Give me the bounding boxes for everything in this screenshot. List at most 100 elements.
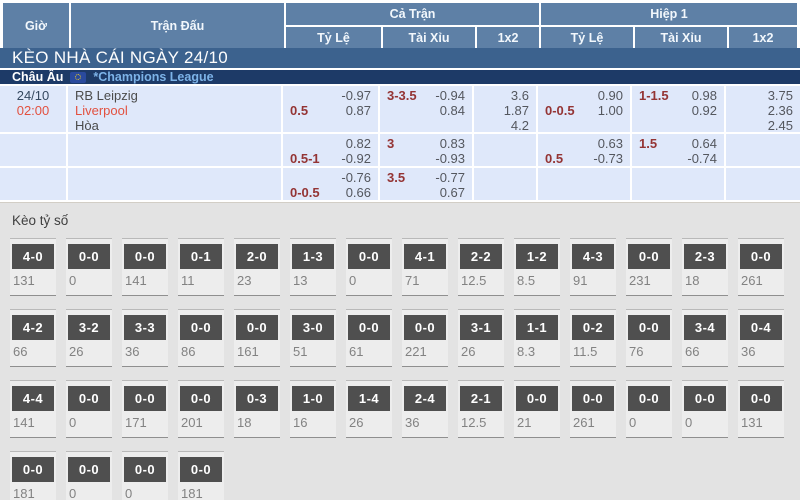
score-cell[interactable]: 0-0 141 [122, 238, 168, 296]
score-label: 2-1 [460, 386, 502, 411]
full-1x2-odds [474, 134, 536, 166]
empty-time-cell [0, 168, 66, 200]
score-cell[interactable]: 4-1 71 [402, 238, 448, 296]
score-label: 1-4 [348, 386, 390, 411]
handicap-line: 0.5 [290, 103, 309, 118]
full-handicap-odds[interactable]: -0.97 0.5 0.87 [283, 86, 378, 132]
score-cell[interactable]: 0-0 0 [626, 380, 672, 438]
score-cell[interactable]: 0-0 221 [402, 309, 448, 367]
score-cell[interactable]: 0-0 0 [66, 380, 112, 438]
half-overunder-odds[interactable]: 1-1.5 0.98 0.92 [632, 86, 724, 132]
score-row: 4-0 131 0-0 0 0-0 141 0-1 11 2-0 23 1-3 13 0-0 0 4-1 71… [10, 238, 800, 296]
full-overunder-odds[interactable]: 3 0.83 -0.93 [380, 134, 472, 166]
score-label: 2-3 [684, 244, 726, 269]
score-cell[interactable]: 2-2 12.5 [458, 238, 504, 296]
score-cell[interactable]: 1-1 8.3 [514, 309, 560, 367]
odds-value: -0.94 [435, 88, 465, 103]
score-cell[interactable]: 0-2 11.5 [570, 309, 616, 367]
score-cell[interactable]: 3-0 51 [290, 309, 336, 367]
full-1x2-odds[interactable]: 3.6 1.87 4.2 [474, 86, 536, 133]
score-cell[interactable]: 0-0 181 [178, 451, 224, 500]
score-cell[interactable]: 0-0 0 [122, 451, 168, 500]
full-overunder-odds[interactable]: 3-3.5 -0.94 0.84 [380, 86, 472, 132]
score-cell[interactable]: 4-0 131 [10, 238, 56, 296]
half-1x2-odds [726, 168, 800, 200]
score-cell[interactable]: 0-0 0 [346, 238, 392, 296]
score-cell[interactable]: 3-3 36 [122, 309, 168, 367]
score-cell[interactable]: 3-1 26 [458, 309, 504, 367]
score-cell[interactable]: 1-4 26 [346, 380, 392, 438]
score-cell[interactable]: 1-0 16 [290, 380, 336, 438]
half-overunder-odds[interactable]: 1.5 0.64 -0.74 [632, 134, 724, 166]
score-cell[interactable]: 0-0 201 [178, 380, 224, 438]
score-cell[interactable]: 4-3 91 [570, 238, 616, 296]
score-label: 1-3 [292, 244, 334, 269]
full-overunder-odds[interactable]: 3.5 -0.77 0.67 [380, 168, 472, 200]
odds-value: 0.63 [597, 136, 623, 151]
away-team[interactable]: Liverpool [75, 103, 128, 118]
full-handicap-odds[interactable]: -0.76 0-0.5 0.66 [283, 168, 378, 200]
score-cell[interactable]: 0-0 86 [178, 309, 224, 367]
score-cell[interactable]: 4-4 141 [10, 380, 56, 438]
score-section-title: Kèo tỷ số [12, 213, 69, 228]
score-odds: 12.5 [461, 273, 487, 288]
score-cell[interactable]: 2-3 18 [682, 238, 728, 296]
score-label: 0-0 [628, 386, 670, 411]
score-odds: 13 [293, 273, 308, 288]
odds-value: -0.74 [687, 151, 717, 166]
league-region: Châu Âu [12, 70, 64, 84]
score-label: 0-0 [12, 457, 54, 482]
score-cell[interactable]: 3-2 26 [66, 309, 112, 367]
score-cell[interactable]: 0-0 61 [346, 309, 392, 367]
score-label: 3-4 [684, 315, 726, 340]
home-team[interactable]: RB Leipzig [75, 88, 138, 103]
score-cell[interactable]: 0-3 18 [234, 380, 280, 438]
score-cell[interactable]: 4-2 66 [10, 309, 56, 367]
full-handicap-odds[interactable]: 0.82 0.5-1 -0.92 [283, 134, 378, 166]
score-odds: 23 [237, 273, 252, 288]
score-odds: 91 [573, 273, 588, 288]
score-cell[interactable]: 0-0 131 [738, 380, 784, 438]
score-cell[interactable]: 0-0 0 [66, 238, 112, 296]
score-odds: 0 [685, 415, 693, 430]
score-odds: 12.5 [461, 415, 487, 430]
score-odds: 21 [517, 415, 532, 430]
half-1x2-odds[interactable]: 3.75 2.36 2.45 [726, 86, 800, 133]
score-label: 2-0 [236, 244, 278, 269]
odds-value: 0.66 [345, 185, 371, 200]
half-handicap-odds[interactable]: 0.63 0.5 -0.73 [538, 134, 630, 166]
score-cell[interactable]: 0-0 231 [626, 238, 672, 296]
league-bar[interactable]: Châu Âu *Champions League [0, 70, 800, 84]
score-cell[interactable]: 2-0 23 [234, 238, 280, 296]
score-cell[interactable]: 1-2 8.5 [514, 238, 560, 296]
score-cell[interactable]: 1-3 13 [290, 238, 336, 296]
score-cell[interactable]: 0-0 21 [514, 380, 560, 438]
draw-label[interactable]: Hòa [75, 118, 99, 133]
score-cell[interactable]: 0-0 171 [122, 380, 168, 438]
match-date: 24/10 [16, 88, 50, 103]
score-cell[interactable]: 2-4 36 [402, 380, 448, 438]
score-cell[interactable]: 0-4 36 [738, 309, 784, 367]
half-handicap-odds[interactable]: 0.90 0-0.5 1.00 [538, 86, 630, 132]
score-cell[interactable]: 0-0 261 [570, 380, 616, 438]
score-cell[interactable]: 0-1 11 [178, 238, 224, 296]
score-odds: 181 [13, 486, 35, 500]
score-label: 3-1 [460, 315, 502, 340]
column-group-first-half: Hiệp 1 [541, 3, 797, 25]
score-cell[interactable]: 0-0 181 [10, 451, 56, 500]
score-row: 0-0 181 0-0 0 0-0 0 0-0 181 [10, 451, 800, 500]
odds-value: -0.73 [593, 151, 623, 166]
score-cell[interactable]: 0-0 76 [626, 309, 672, 367]
overunder-line: 3 [387, 136, 395, 151]
score-odds: 36 [125, 344, 140, 359]
score-odds: 18 [237, 415, 252, 430]
score-cell[interactable]: 2-1 12.5 [458, 380, 504, 438]
score-cell[interactable]: 3-4 66 [682, 309, 728, 367]
score-cell[interactable]: 0-0 261 [738, 238, 784, 296]
score-cell[interactable]: 0-0 161 [234, 309, 280, 367]
correct-score-section: Kèo tỷ số 4-0 131 0-0 0 0-0 141 0-1 11 2-0 23 1-3 1… [0, 202, 800, 500]
score-cell[interactable]: 0-0 0 [66, 451, 112, 500]
score-label: 0-0 [236, 315, 278, 340]
score-label: 0-0 [348, 244, 390, 269]
score-cell[interactable]: 0-0 0 [682, 380, 728, 438]
